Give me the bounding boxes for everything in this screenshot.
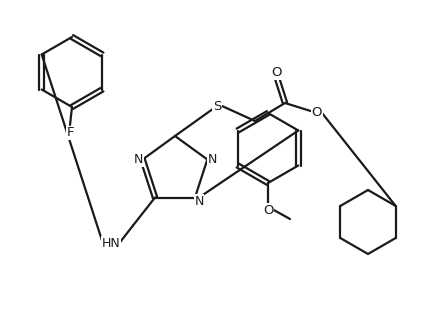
Text: N: N xyxy=(194,195,204,208)
Text: S: S xyxy=(213,99,221,113)
Text: N: N xyxy=(208,153,217,166)
Text: N: N xyxy=(134,153,143,166)
Text: HN: HN xyxy=(102,237,120,250)
Text: O: O xyxy=(263,203,273,216)
Text: F: F xyxy=(66,127,74,139)
Text: O: O xyxy=(272,67,282,79)
Text: O: O xyxy=(312,107,322,119)
